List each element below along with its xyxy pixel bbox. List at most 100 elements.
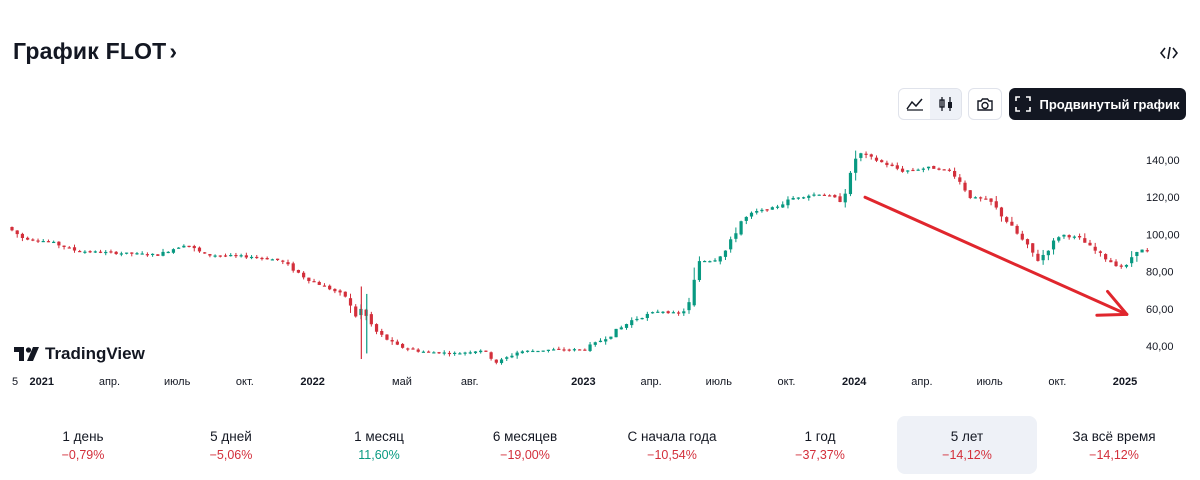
trend-arrow-head bbox=[1095, 289, 1129, 317]
candle-body bbox=[31, 239, 35, 241]
code-brackets-icon[interactable] bbox=[1158, 43, 1180, 63]
candle-body bbox=[374, 324, 379, 332]
candle-body bbox=[255, 256, 259, 259]
x-tick-label: 2024 bbox=[842, 376, 867, 388]
candle-body bbox=[703, 260, 707, 263]
period-2[interactable]: 1 месяц 11,60% bbox=[309, 416, 449, 474]
candle-body bbox=[192, 246, 196, 249]
candle-body bbox=[650, 312, 655, 314]
candle-body bbox=[801, 197, 806, 199]
candle-body bbox=[916, 169, 920, 171]
candle-body bbox=[36, 240, 40, 242]
period-change: −14,12% bbox=[1089, 448, 1139, 462]
candle-body bbox=[744, 216, 748, 221]
period-label: 6 месяцев bbox=[492, 429, 558, 444]
period-1[interactable]: 5 дней −5,06% bbox=[161, 416, 301, 474]
advanced-chart-button[interactable]: Продвинутый график bbox=[1009, 88, 1186, 120]
period-label: 1 месяц bbox=[354, 429, 404, 444]
candle-body bbox=[848, 172, 853, 195]
period-label: За всё время bbox=[1072, 429, 1156, 444]
candle-body bbox=[729, 239, 733, 250]
candle-body bbox=[520, 351, 524, 354]
candle-body bbox=[614, 328, 618, 338]
candle-body bbox=[307, 277, 311, 282]
x-tick-label: 2023 bbox=[571, 376, 595, 388]
candle-body bbox=[645, 313, 649, 318]
candle-body bbox=[171, 249, 176, 253]
candle-body bbox=[239, 255, 243, 257]
candle-body bbox=[567, 349, 571, 351]
candle-body bbox=[395, 341, 399, 345]
candle-body bbox=[843, 193, 847, 203]
candle-body bbox=[78, 251, 82, 253]
candle-body bbox=[1145, 250, 1149, 252]
candle-body bbox=[119, 253, 123, 255]
period-7[interactable]: За всё время −14,12% bbox=[1044, 416, 1184, 474]
candle-body bbox=[124, 252, 129, 254]
candle-body bbox=[973, 197, 978, 199]
camera-icon[interactable] bbox=[968, 88, 1002, 120]
candle-body bbox=[630, 320, 634, 326]
period-label: 1 день bbox=[62, 429, 104, 444]
price-chart[interactable]: 40,00 60,00 80,00 100,00 120,00 140,00 5 2021 ап… bbox=[0, 130, 1200, 392]
period-0[interactable]: 1 день −0,79% bbox=[13, 416, 153, 474]
period-3[interactable]: 6 месяцев −19,00% bbox=[455, 416, 595, 474]
candle-body bbox=[619, 327, 623, 330]
candle-body bbox=[781, 204, 785, 208]
candle-body bbox=[666, 311, 670, 314]
fullscreen-icon bbox=[1015, 96, 1032, 112]
candle-body bbox=[859, 153, 863, 158]
candle-body bbox=[812, 194, 816, 196]
candle-body bbox=[1031, 243, 1035, 253]
candle-body bbox=[760, 209, 764, 212]
candle-body bbox=[1077, 235, 1082, 238]
candle-body bbox=[161, 251, 165, 256]
candle-body bbox=[515, 352, 519, 356]
period-5[interactable]: 1 год −37,37% bbox=[750, 416, 890, 474]
period-6[interactable]: 5 лет −14,12% bbox=[897, 416, 1037, 474]
area-chart-icon[interactable] bbox=[899, 89, 930, 119]
candle-body bbox=[322, 285, 327, 287]
candle-body bbox=[536, 350, 540, 353]
candle-body bbox=[624, 324, 629, 328]
candle-body bbox=[562, 349, 566, 351]
candle-body bbox=[400, 343, 405, 348]
page-title[interactable]: График FLOT › bbox=[13, 38, 177, 65]
candle-body bbox=[869, 154, 873, 157]
candle-body bbox=[499, 359, 504, 364]
candle-body bbox=[697, 261, 702, 281]
candle-body bbox=[463, 352, 467, 354]
period-change: −0,79% bbox=[61, 448, 105, 462]
candle-body bbox=[67, 247, 71, 249]
period-label: 1 год bbox=[804, 429, 836, 444]
candle-body bbox=[218, 255, 222, 257]
candle-body bbox=[93, 251, 97, 253]
period-change: −14,12% bbox=[942, 448, 992, 462]
candle-body bbox=[671, 312, 675, 314]
candle-body bbox=[723, 250, 728, 257]
tradingview-logo-text: TradingView bbox=[45, 344, 145, 363]
candle-body bbox=[692, 279, 696, 306]
candle-body bbox=[911, 169, 915, 172]
y-tick-label: 40,00 bbox=[1146, 341, 1174, 353]
candle-body bbox=[854, 158, 858, 173]
candle-body bbox=[20, 233, 25, 239]
trend-arrow bbox=[863, 195, 1129, 316]
candle-body bbox=[796, 197, 800, 199]
candle-body bbox=[343, 291, 347, 297]
candle-body bbox=[1124, 264, 1129, 267]
chart-type-switch bbox=[898, 88, 962, 120]
candle-body bbox=[1140, 249, 1144, 253]
candle-body bbox=[312, 281, 316, 283]
candle-body bbox=[244, 255, 248, 258]
candle-body bbox=[921, 168, 925, 170]
candle-body bbox=[900, 168, 905, 172]
period-change: 11,60% bbox=[358, 448, 400, 462]
candle-body bbox=[421, 351, 426, 353]
period-4[interactable]: С начала года −10,54% bbox=[602, 416, 742, 474]
candle-body bbox=[177, 247, 181, 249]
candle-body bbox=[874, 157, 879, 161]
candle-body bbox=[406, 348, 410, 350]
candle-body bbox=[416, 349, 420, 352]
candlestick-icon[interactable] bbox=[930, 89, 961, 119]
